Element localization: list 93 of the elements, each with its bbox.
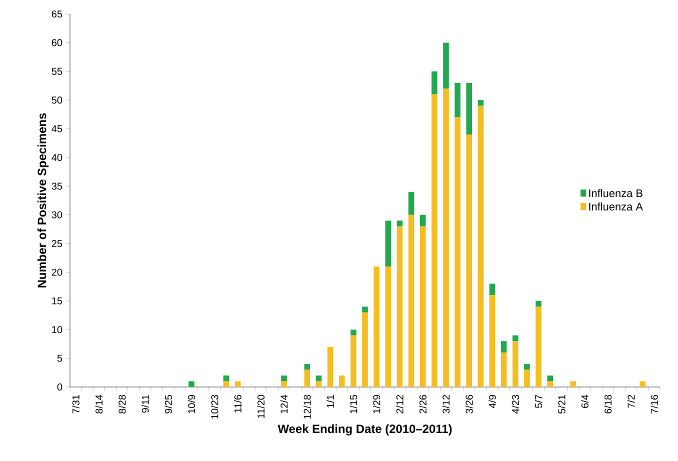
bar: [524, 364, 530, 370]
y-tick-label: 20: [52, 268, 62, 276]
x-tick-label: 10/9: [188, 394, 196, 414]
bar: [536, 300, 542, 307]
bar: [432, 71, 438, 94]
bar: [524, 370, 530, 387]
x-tick-label: 2/12: [396, 395, 404, 414]
bar: [408, 192, 414, 215]
y-axis-title: Number of Positive Specimens: [37, 113, 49, 288]
bar: [396, 220, 403, 226]
bar: [234, 381, 241, 387]
y-tick-label: 65: [52, 10, 62, 18]
legend-label: Influenza A: [589, 202, 643, 211]
x-tick-label: 9/25: [164, 394, 172, 414]
bar: [304, 364, 310, 370]
bar: [408, 214, 414, 387]
x-tick-label: 7/2: [627, 395, 635, 408]
bar: [223, 381, 230, 387]
bar: [547, 381, 553, 387]
bar: [570, 381, 576, 387]
bar: [432, 94, 438, 387]
x-tick-label: 7/16: [650, 394, 658, 414]
bar: [327, 346, 334, 387]
bar: [188, 381, 194, 387]
y-tick-label: 30: [52, 211, 62, 218]
bar: [385, 266, 392, 387]
bar: [362, 306, 368, 312]
bar: [454, 82, 460, 118]
bar: [223, 376, 230, 382]
x-tick-label: 7/31: [72, 395, 80, 414]
bar: [362, 312, 368, 387]
bar: [466, 82, 472, 135]
y-tick-label: 60: [52, 39, 62, 46]
x-tick-label: 12/4: [280, 394, 288, 414]
bar: [396, 226, 403, 387]
bar: [478, 106, 484, 387]
x-axis-title: Week Ending Date (2010–2011): [278, 424, 452, 436]
x-tick-label: 12/18: [304, 394, 311, 419]
bar: [512, 335, 518, 342]
y-tick-label: 0: [57, 383, 62, 391]
x-tick-label: 1/1: [326, 395, 334, 408]
bar: [350, 335, 356, 387]
y-tick-label: 45: [52, 125, 62, 132]
y-tick-label: 15: [52, 297, 62, 304]
x-tick-label: 8/28: [118, 394, 126, 414]
x-tick-label: 3/12: [442, 395, 450, 414]
legend-label: Influenza B: [589, 189, 642, 198]
y-tick-label: 35: [52, 182, 62, 190]
bar: [281, 376, 287, 382]
y-tick-label: 5: [57, 354, 62, 362]
x-tick-label: 2/26: [419, 394, 426, 414]
bar: [385, 220, 392, 266]
bar: [316, 381, 322, 387]
x-tick-label: 3/26: [465, 394, 473, 414]
y-tick-label: 55: [52, 68, 62, 75]
x-tick-label: 10/23: [210, 394, 218, 419]
x-tick-label: 9/11: [142, 395, 149, 413]
x-tick-label: 4/9: [488, 394, 496, 408]
y-tick-label: 50: [52, 96, 62, 104]
bar: [443, 42, 449, 89]
bar: [500, 341, 507, 353]
bar: [640, 381, 646, 387]
bar: [466, 134, 472, 387]
bar: [443, 88, 449, 387]
x-tick-label: 1/29: [372, 394, 380, 414]
bar: [338, 376, 345, 387]
bar: [547, 376, 553, 382]
y-tick-label: 10: [52, 326, 62, 334]
x-tick-label: 5/21: [558, 395, 566, 414]
x-tick-label: 11/20: [257, 394, 265, 418]
x-tick-label: 6/4: [581, 394, 588, 408]
x-tick-label: 5/7: [534, 395, 542, 408]
y-tick-label: 25: [52, 240, 62, 248]
x-tick-label: 4/23: [512, 394, 520, 414]
bar: [489, 295, 496, 387]
bar: [536, 306, 542, 387]
bar: [281, 381, 287, 387]
x-tick-label: 11/6: [234, 394, 242, 412]
bar: [304, 370, 310, 387]
bar: [500, 352, 507, 387]
bar: [454, 117, 460, 387]
y-tick-label: 40: [52, 154, 62, 161]
x-tick-label: 1/15: [350, 394, 358, 414]
x-tick-label: 8/14: [95, 394, 103, 414]
bar: [420, 226, 426, 387]
bar: [478, 100, 484, 106]
bar: [374, 266, 380, 387]
bar: [512, 341, 518, 387]
bar: [350, 330, 356, 336]
bar: [316, 376, 322, 382]
bar: [420, 214, 426, 226]
x-tick-label: 6/18: [604, 394, 612, 414]
bar: [489, 284, 496, 296]
